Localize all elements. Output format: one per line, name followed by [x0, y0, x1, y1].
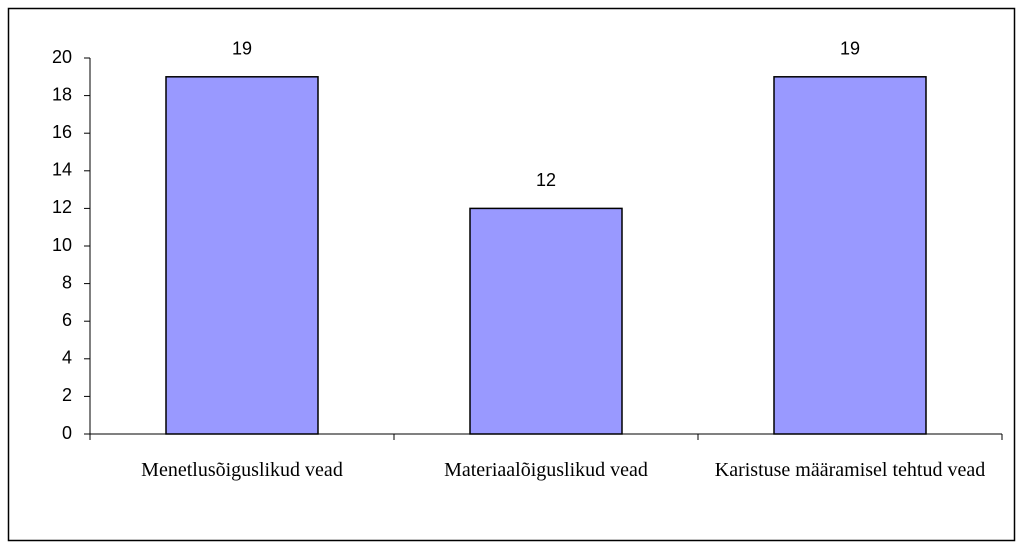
value-label: 12: [536, 170, 556, 190]
value-label: 19: [840, 39, 860, 59]
bar: [773, 76, 927, 435]
y-tick-label: 2: [62, 385, 72, 405]
y-tick-label: 0: [62, 423, 72, 443]
y-tick-label: 4: [62, 348, 72, 368]
y-tick-label: 18: [52, 84, 72, 104]
y-tick-label: 12: [52, 197, 72, 217]
value-label: 19: [232, 39, 252, 59]
y-tick-label: 6: [62, 310, 72, 330]
x-tick-label: Menetlusõiguslikud vead: [141, 459, 343, 481]
x-tick-label: Karistuse määramisel tehtud vead: [714, 459, 986, 481]
y-tick-label: 8: [62, 272, 72, 292]
y-tick-label: 20: [52, 47, 72, 67]
x-tick-label: Materiaalõiguslikud vead: [444, 459, 648, 481]
y-tick-label: 16: [52, 122, 72, 142]
bar: [469, 207, 623, 435]
y-tick-label: 10: [52, 235, 72, 255]
y-tick-label: 14: [52, 160, 72, 180]
bar: [165, 76, 319, 435]
